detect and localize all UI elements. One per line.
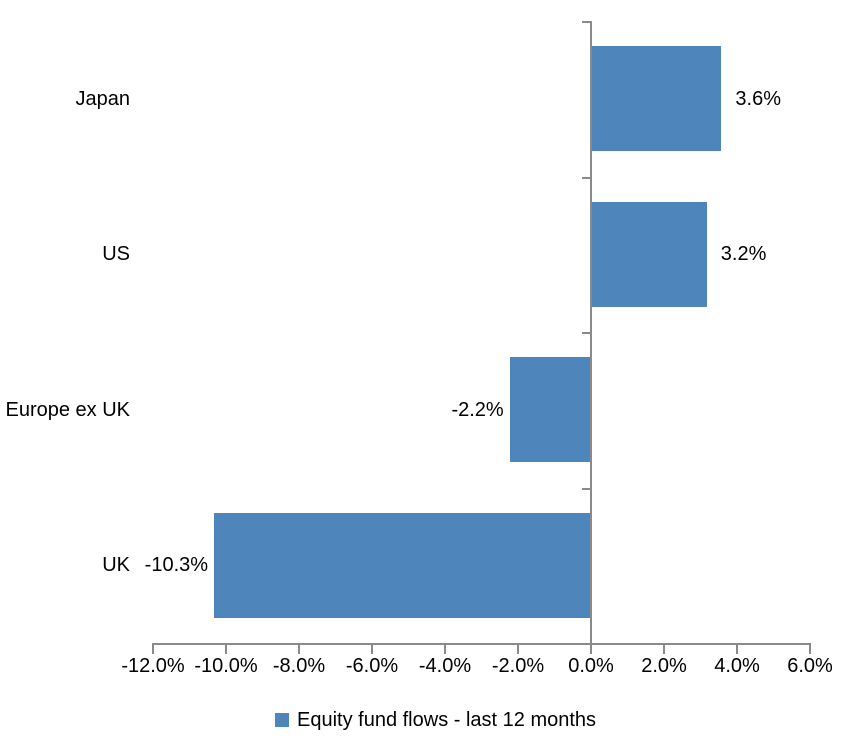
x-axis-line (152, 643, 811, 645)
x-axis-tick-label: -2.0% (491, 655, 545, 677)
x-axis-tick-label: -8.0% (272, 655, 326, 677)
bar-japan (590, 46, 722, 152)
x-axis-tick (736, 643, 738, 654)
x-axis-tick-label: -6.0% (345, 655, 399, 677)
data-label: 3.2% (720, 243, 767, 266)
x-axis-tick (444, 643, 446, 654)
x-axis-tick-label: 6.0% (787, 655, 833, 677)
data-label: 3.6% (735, 87, 781, 110)
x-axis-tick (298, 643, 300, 654)
category-axis-tick (582, 487, 590, 490)
data-label: -10.3% (144, 554, 209, 577)
x-axis-tick (809, 643, 811, 654)
x-axis-tick-label: 0.0% (568, 655, 614, 677)
category-label: US (102, 243, 130, 266)
zero-axis-line (590, 21, 592, 654)
category-axis-tick (582, 21, 590, 23)
bar-uk (214, 512, 590, 618)
bar-europe-ex-uk (509, 357, 590, 463)
x-axis-tick (663, 643, 665, 654)
x-axis-tick (517, 643, 519, 654)
x-axis-tick-label: -10.0% (194, 655, 258, 677)
x-axis-tick-label: -12.0% (121, 655, 185, 677)
x-axis-tick (371, 643, 373, 654)
data-label: -2.2% (451, 398, 504, 421)
category-label: Japan (75, 87, 131, 110)
x-axis-tick-label: 2.0% (641, 655, 687, 677)
legend-swatch-icon (275, 713, 289, 727)
x-axis-tick (152, 643, 154, 654)
category-label: Europe ex UK (5, 398, 130, 421)
bar-us (590, 201, 707, 307)
x-axis-tick-label: 4.0% (714, 655, 760, 677)
legend-label: Equity fund flows - last 12 months (297, 709, 597, 731)
category-label: UK (102, 554, 130, 577)
category-axis-tick (582, 176, 590, 179)
legend: Equity fund flows - last 12 months (275, 706, 596, 734)
x-axis-tick (225, 643, 227, 654)
category-axis-tick (582, 332, 590, 334)
x-axis-tick-label: -4.0% (418, 655, 472, 677)
